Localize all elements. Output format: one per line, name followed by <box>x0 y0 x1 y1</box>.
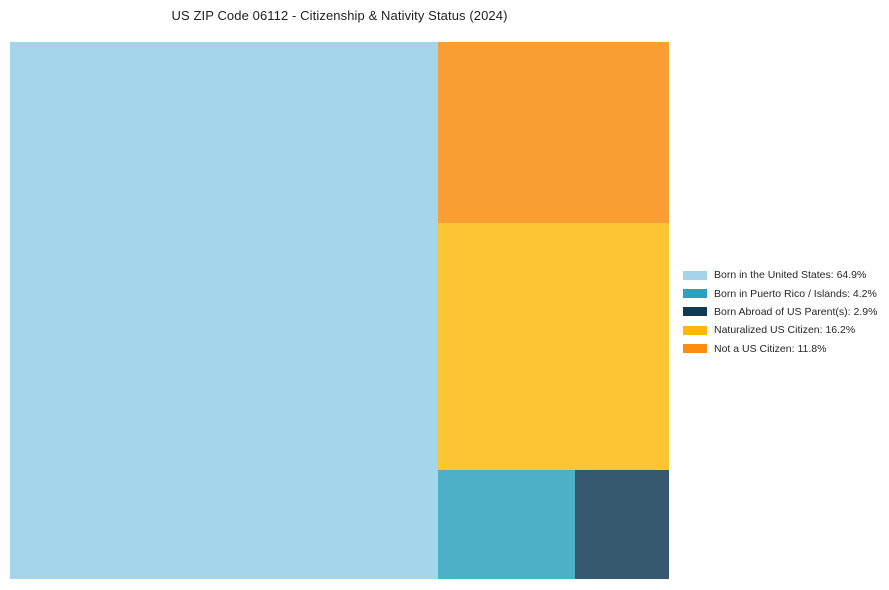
legend-swatch <box>683 325 707 335</box>
legend-label: Born in the United States: 64.9% <box>714 269 867 282</box>
legend-label: Not a US Citizen: 11.8% <box>714 342 827 355</box>
legend-label: Naturalized US Citizen: 16.2% <box>714 324 856 337</box>
legend-item: Born Abroad of US Parent(s): 2.9% <box>683 303 877 321</box>
legend-swatch <box>683 344 707 354</box>
legend: Born in the United States: 64.9% Born in … <box>683 266 877 358</box>
treemap-rect-born-abroad-of-us-parents <box>574 470 669 579</box>
treemap-rect-born-in-puerto-rico-islands <box>437 470 575 579</box>
legend-swatch <box>683 270 707 280</box>
treemap <box>10 42 669 579</box>
legend-item: Born in Puerto Rico / Islands: 4.2% <box>683 284 877 302</box>
treemap-rect-born-in-the-united-states <box>10 42 438 579</box>
legend-label: Born Abroad of US Parent(s): 2.9% <box>714 305 878 318</box>
treemap-right-column <box>437 42 669 579</box>
treemap-rect-not-a-us-citizen <box>437 42 669 223</box>
treemap-rect-naturalized-us-citizen <box>437 222 669 471</box>
legend-item: Naturalized US Citizen: 16.2% <box>683 321 877 339</box>
legend-item: Not a US Citizen: 11.8% <box>683 340 877 358</box>
legend-label: Born in Puerto Rico / Islands: 4.2% <box>714 287 877 300</box>
treemap-bottom-row <box>437 470 669 579</box>
chart-title: US ZIP Code 06112 - Citizenship & Nativi… <box>171 8 508 23</box>
legend-swatch <box>683 289 707 299</box>
legend-swatch <box>683 307 707 317</box>
legend-item: Born in the United States: 64.9% <box>683 266 877 284</box>
